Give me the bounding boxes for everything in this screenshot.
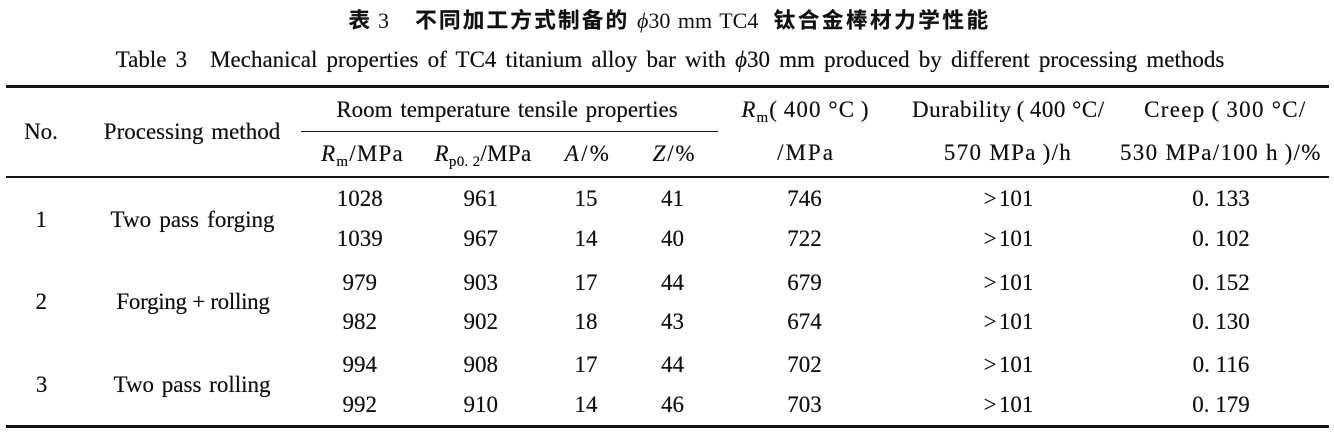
svg-text:ϕ30 mm TC4: ϕ30 mm TC4 bbox=[637, 8, 758, 33]
svg-text:3: 3 bbox=[378, 8, 389, 33]
